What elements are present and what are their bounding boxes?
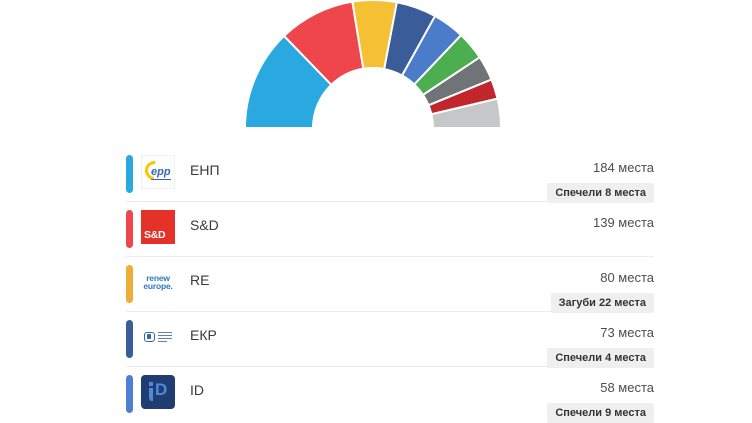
party-result-values: 58 места Спечели 9 места xyxy=(547,375,654,423)
change-badge: Загуби 22 места xyxy=(550,293,654,313)
ecr-logo-text-lines xyxy=(157,331,172,343)
party-name: ЕКР xyxy=(190,327,217,343)
party-accent-bar xyxy=(126,320,133,358)
change-badge: Спечели 8 места xyxy=(547,183,654,203)
renew-logo-line1: renew xyxy=(146,273,170,283)
change-badge: Спечели 4 места xyxy=(547,348,654,368)
id-logo-exclamation-stem xyxy=(149,388,153,401)
party-accent-bar xyxy=(126,265,133,303)
sd-logo-text: S&D xyxy=(144,229,166,241)
party-result-row[interactable]: ЕКР 73 места Спечели 4 места xyxy=(126,312,654,368)
party-result-row[interactable]: D ID 58 места Спечели 9 места xyxy=(126,367,654,423)
sd-logo: S&D xyxy=(141,210,175,244)
epp-logo-text: epp xyxy=(151,166,171,180)
party-result-row[interactable]: S&D S&D 139 места xyxy=(126,202,654,257)
renew-logo-line2: europe. xyxy=(143,281,173,291)
ecr-text-line xyxy=(157,340,167,343)
ecr-text-line xyxy=(157,334,172,337)
party-accent-bar xyxy=(126,375,133,413)
id-logo: D xyxy=(141,375,175,409)
party-accent-bar xyxy=(126,155,133,193)
party-name: RE xyxy=(190,272,210,288)
renew-logo-text: renew europe. xyxy=(143,273,173,291)
id-logo-exclamation-dot xyxy=(149,382,153,386)
party-result-row[interactable]: epp ЕНП 184 места Спечели 8 места xyxy=(126,147,654,203)
ecr-logo xyxy=(141,320,175,354)
ecr-text-line xyxy=(157,331,172,334)
ecr-lion-icon xyxy=(144,332,155,342)
party-name: ЕНП xyxy=(190,162,220,178)
ecr-text-line xyxy=(157,337,172,340)
party-result-values: 80 места Загуби 22 места xyxy=(550,265,654,313)
party-result-values: 73 места Спечели 4 места xyxy=(547,320,654,368)
renew-logo: renew europe. xyxy=(141,265,175,299)
seats-count: 58 места xyxy=(600,380,654,395)
hemicycle-chart xyxy=(243,0,503,129)
seats-count: 139 места xyxy=(592,215,654,230)
party-name: ID xyxy=(190,382,204,398)
party-result-values: 139 места xyxy=(593,210,654,230)
party-name: S&D xyxy=(190,217,219,233)
id-logo-letter: D xyxy=(155,380,168,399)
seats-count: 80 места xyxy=(600,270,654,285)
change-badge: Спечели 9 места xyxy=(547,403,654,423)
seats-count: 73 места xyxy=(600,325,654,340)
seats-count: 184 места xyxy=(592,160,654,175)
chart-segment-light-gray-segment[interactable] xyxy=(430,97,503,129)
results-list: epp ЕНП 184 места Спечели 8 места S&D S&… xyxy=(126,147,654,423)
party-accent-bar xyxy=(126,210,133,248)
epp-logo: epp xyxy=(141,155,175,189)
party-result-values: 184 места Спечели 8 места xyxy=(547,155,654,203)
party-result-row[interactable]: renew europe. RE 80 места Загуби 22 места xyxy=(126,257,654,313)
